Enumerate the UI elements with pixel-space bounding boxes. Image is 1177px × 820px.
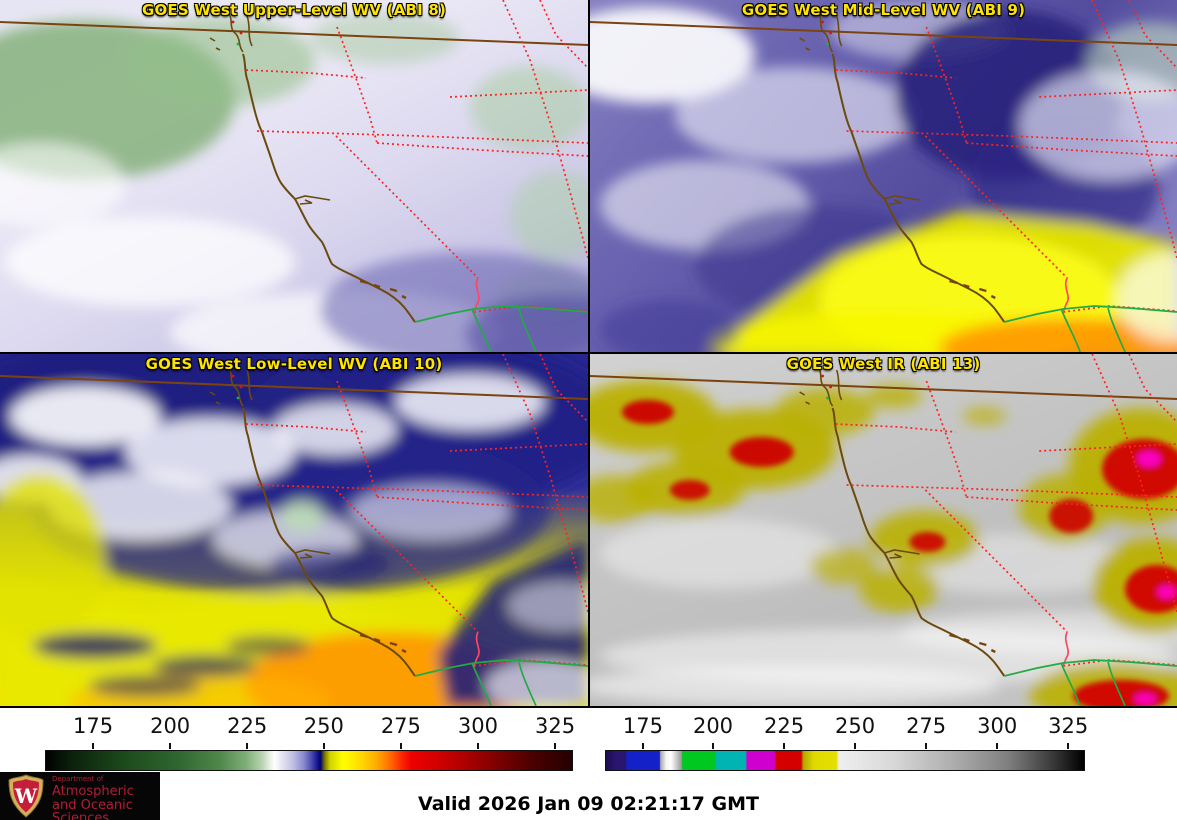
tick-mark xyxy=(996,743,999,749)
tick-mark xyxy=(925,743,928,749)
tick-mark xyxy=(783,743,786,749)
tick-mark xyxy=(854,743,857,749)
tick-mark xyxy=(399,743,402,749)
wv-tick-label: 325 xyxy=(535,714,576,738)
panel-upper-level-wv: GOES West Upper-Level WV (ABI 8) xyxy=(0,0,588,352)
panel-title: GOES West IR (ABI 13) xyxy=(786,355,981,373)
tick-mark xyxy=(246,743,249,749)
aos-logo-text: Department of Atmospheric and Oceanic Sc… xyxy=(52,776,160,820)
uw-crest-icon: W xyxy=(8,774,44,818)
map-overlay xyxy=(0,354,588,706)
tick-mark xyxy=(1067,743,1070,749)
panel-low-level-wv: GOES West Low-Level WV (ABI 10) xyxy=(0,354,588,706)
tick-mark xyxy=(169,743,172,749)
ir-tick-label: 200 xyxy=(692,714,734,738)
aos-logo: W Department of Atmospheric and Oceanic … xyxy=(0,772,160,820)
ir-tick-label: 225 xyxy=(763,714,805,738)
abi8-cloud-field xyxy=(0,12,588,352)
logo-dept-line: Department of xyxy=(52,775,104,783)
abi9-cloud-field xyxy=(590,0,1177,352)
tick-mark xyxy=(322,743,325,749)
logo-name-line2: and Oceanic Sciences xyxy=(52,798,133,820)
wv-tick-label: 250 xyxy=(303,714,344,738)
wv-color-scale xyxy=(45,750,573,771)
tick-mark xyxy=(92,743,95,749)
wv-tick-label: 200 xyxy=(150,714,191,738)
tick-mark xyxy=(641,743,644,749)
ir-tick-label: 250 xyxy=(835,714,876,738)
ir-colorbar: 175 200 225 250 275 300 325 xyxy=(605,714,1089,771)
panel-title: GOES West Upper-Level WV (ABI 8) xyxy=(141,1,447,19)
wv-tick-label: 175 xyxy=(73,714,114,738)
ir-tick-label: 300 xyxy=(977,714,1018,738)
wv-tick-label: 225 xyxy=(227,714,268,738)
ir-color-scale xyxy=(605,750,1085,771)
ir-tick-label: 275 xyxy=(906,714,947,738)
ir-tick-label: 175 xyxy=(622,714,663,738)
wv-tick-label: 275 xyxy=(380,714,421,738)
panel-ir: GOES West IR (ABI 13) xyxy=(590,354,1177,706)
valid-timestamp: Valid 2026 Jan 09 02:21:17 GMT xyxy=(418,793,759,815)
map-overlay xyxy=(590,0,1177,352)
panel-title: GOES West Mid-Level WV (ABI 9) xyxy=(741,1,1026,19)
tick-mark xyxy=(554,743,557,749)
panel-mid-level-wv: GOES West Mid-Level WV (ABI 9) xyxy=(590,0,1177,352)
abi10-cloud-field xyxy=(0,354,588,706)
map-overlay xyxy=(0,0,588,352)
panel-title: GOES West Low-Level WV (ABI 10) xyxy=(145,355,443,373)
tick-mark xyxy=(476,743,479,749)
wv-colorbar: 175 200 225 250 275 300 325 xyxy=(45,714,576,771)
satellite-quad-grid: GOES West Upper-Level WV (ABI 8) xyxy=(0,0,1177,708)
ir-tick-label: 325 xyxy=(1048,714,1089,738)
logo-name-line1: Atmospheric xyxy=(52,784,134,799)
wv-tick-label: 300 xyxy=(457,714,498,738)
map-overlay xyxy=(590,354,1177,706)
svg-text:W: W xyxy=(14,784,38,808)
tick-mark xyxy=(712,743,714,749)
